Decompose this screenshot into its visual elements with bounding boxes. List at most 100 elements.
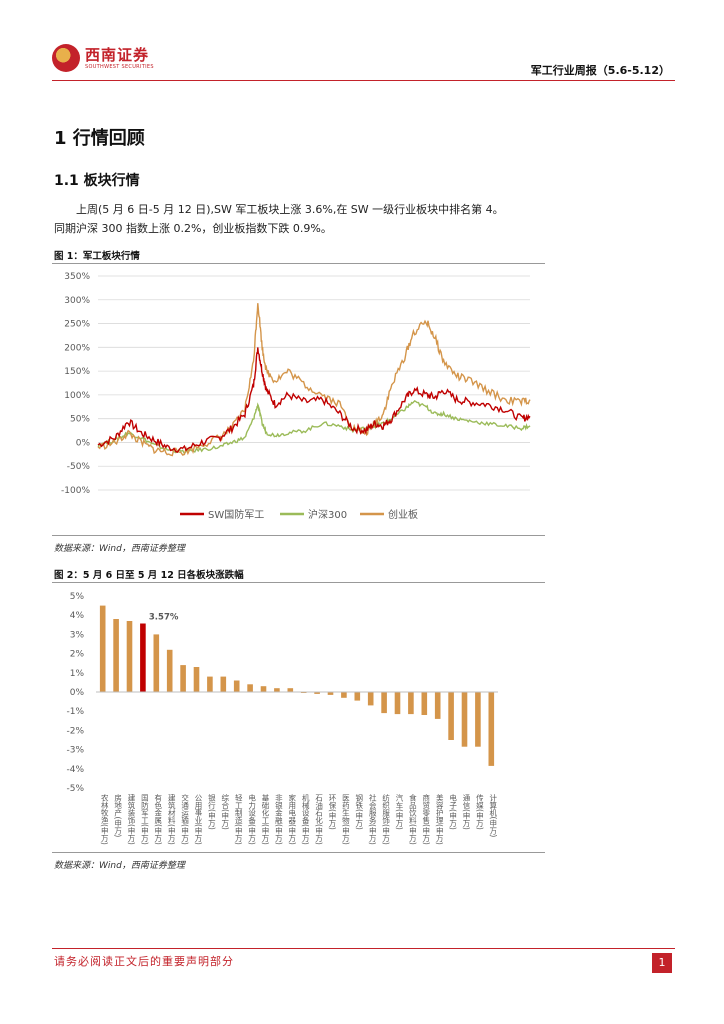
y-tick-label: 200%	[64, 343, 90, 353]
brand-name-cn: 西南证券	[85, 46, 150, 64]
y-tick-label: 100%	[64, 391, 90, 401]
bar	[408, 692, 414, 715]
line-chart: 350% 300% 250% 200% 150% 100% 50% 0% -50% -100% S…	[61, 272, 531, 521]
logo-emblem-icon	[52, 44, 80, 72]
figure2-bottom-rule	[52, 852, 545, 853]
x-tick-label: 房地产(申万)	[113, 793, 122, 838]
y-tick-label: -1%	[66, 707, 84, 717]
series-line-2	[97, 303, 531, 457]
bar	[354, 692, 361, 701]
bar	[126, 621, 133, 692]
figure1-bottom-rule	[52, 535, 545, 536]
bar	[207, 676, 213, 692]
x-tick-label: 社会服务(申万)	[368, 793, 377, 845]
bar	[448, 692, 454, 740]
x-tick-label: 商贸零售(申万)	[422, 793, 431, 845]
y-tick-label: 150%	[64, 367, 90, 377]
bar	[140, 623, 146, 692]
x-tick-label: 农林牧渔(申万)	[100, 793, 109, 845]
figure2-title: 图 2：5 月 6 日至 5 月 12 日各板块涨跌幅	[54, 570, 244, 581]
bar	[247, 684, 253, 692]
x-tick-label: 交通运输(申万)	[180, 793, 189, 845]
y-tick-label: 3%	[70, 630, 85, 640]
bar	[153, 634, 160, 692]
bar	[99, 605, 106, 692]
x-tick-label: 机械设备(申万)	[301, 793, 310, 845]
y-tick-label: -50%	[67, 462, 91, 472]
highlight-data-label: 3.57%	[149, 612, 179, 622]
subsection-heading: 1.1 板块行情	[54, 173, 140, 189]
x-tick-label: 石油石化(申万)	[314, 794, 323, 845]
x-tick-label: 综合(申万)	[221, 793, 230, 830]
y-tick-label: 2%	[70, 650, 85, 660]
legend-label: 沪深300	[308, 508, 347, 521]
y-tick-label: -100%	[61, 486, 90, 496]
x-tick-label: 美容护理(申万)	[435, 793, 444, 845]
summary-line-1: 上周(5 月 6 日-5 月 12 日),SW 军工板块上涨 3.6%,在 SW…	[76, 203, 504, 216]
x-tick-label: 公用事业(申万)	[194, 794, 203, 845]
x-tick-label: 非银金融(申万)	[274, 793, 283, 845]
header-divider	[52, 80, 675, 81]
x-tick-label: 食品饮料(申万)	[408, 793, 417, 845]
figure2-top-rule	[52, 582, 545, 583]
figure1-title: 图 1：军工板块行情	[54, 251, 140, 262]
series-line-0	[97, 347, 531, 453]
y-tick-label: 300%	[64, 296, 90, 306]
x-tick-label: 国防军工(申万)	[140, 794, 149, 845]
y-tick-label: -5%	[66, 784, 84, 794]
x-tick-label: 计算机(申万)	[489, 793, 498, 838]
y-tick-label: 4%	[70, 611, 85, 621]
y-tick-label: 350%	[64, 272, 90, 282]
y-tick-label: 250%	[64, 320, 90, 330]
report-title: 军工行业周报（5.6-5.12）	[530, 64, 670, 77]
x-tick-label: 钢铁(申万)	[355, 793, 364, 830]
bar	[327, 692, 334, 695]
x-tick-label: 纺织服饰(申万)	[381, 793, 390, 845]
bar	[220, 676, 227, 692]
figure1-source: 数据来源：Wind，西南证券整理	[54, 544, 185, 554]
legend-label: 创业板	[388, 508, 418, 521]
bar	[166, 649, 173, 692]
footer-disclaimer: 请务必阅读正文后的重要声明部分	[54, 955, 234, 968]
x-tick-label: 环保(申万)	[328, 794, 337, 830]
x-tick-label: 家用电器(申万)	[288, 793, 297, 845]
brand-logo: 西南证券 SOUTHWEST SECURITIES	[52, 42, 172, 76]
brand-name-en: SOUTHWEST SECURITIES	[85, 64, 154, 70]
bar	[113, 619, 119, 692]
x-tick-label: 基础化工(申万)	[261, 793, 270, 845]
bar-chart: 5% 4% 3% 2% 1% 0% -1% -2% -3% -4% -5% 农林牧渔(申万) 房地产(…	[66, 592, 498, 845]
y-tick-label: 0%	[76, 438, 91, 448]
y-tick-label: 0%	[70, 688, 85, 698]
x-tick-label: 电子(申万)	[448, 793, 457, 830]
summary-line-2: 同期沪深 300 指数上涨 0.2%，创业板指数下跌 0.9%。	[54, 222, 332, 235]
x-tick-label: 有色金属(申万)	[154, 793, 163, 845]
x-tick-label: 通信(申万)	[462, 793, 471, 830]
bar	[233, 680, 240, 692]
y-tick-label: 50%	[70, 415, 90, 425]
x-tick-label: 传媒(申万)	[475, 793, 484, 830]
y-tick-label: -3%	[66, 746, 84, 756]
bar	[488, 692, 495, 766]
bar	[421, 692, 428, 715]
figure2-source: 数据来源：Wind，西南证券整理	[54, 861, 185, 871]
section-heading: 1 行情回顾	[54, 128, 145, 149]
bar	[314, 692, 320, 694]
bar	[287, 688, 294, 692]
y-tick-label: 1%	[70, 669, 85, 679]
bar	[367, 692, 374, 706]
bar	[193, 667, 200, 692]
y-tick-label: -4%	[66, 765, 84, 775]
bar	[381, 692, 387, 714]
bar	[180, 665, 186, 692]
x-tick-label: 建筑材料(申万)	[167, 793, 176, 845]
figure1-top-rule	[52, 263, 545, 264]
bar	[475, 692, 481, 747]
series-line-1	[97, 400, 531, 455]
x-tick-label: 建筑装饰(申万)	[127, 793, 136, 845]
y-tick-label: 5%	[70, 592, 85, 602]
bar	[461, 692, 468, 747]
x-tick-label: 电力设备(申万)	[247, 793, 256, 845]
bar	[394, 692, 401, 715]
page-number: 1	[652, 953, 672, 973]
bar	[341, 692, 347, 698]
